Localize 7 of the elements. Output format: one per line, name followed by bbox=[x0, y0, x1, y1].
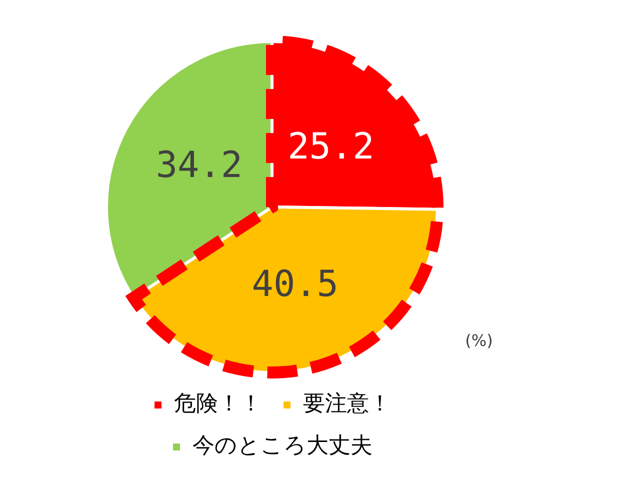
data-label: 40.5 bbox=[252, 264, 338, 305]
data-label: 34.2 bbox=[156, 145, 243, 186]
data-label: 25.2 bbox=[288, 126, 374, 168]
legend-label: 危険！！ bbox=[174, 392, 262, 417]
text: (%) bbox=[465, 331, 493, 350]
legend-label: 要注意！ bbox=[303, 392, 391, 417]
legend-label: 今のところ大丈夫 bbox=[192, 434, 372, 459]
